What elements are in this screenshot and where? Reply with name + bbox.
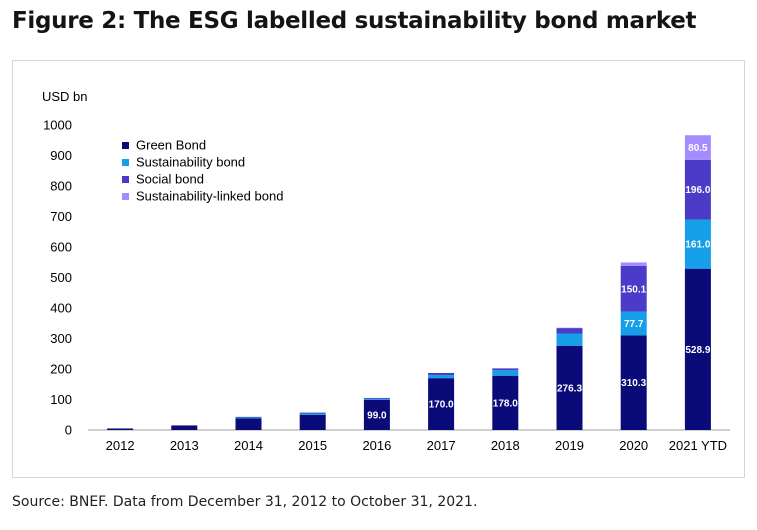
bar-segment — [620, 335, 647, 430]
bar-segment — [620, 262, 647, 266]
y-tick-label: 200 — [50, 362, 72, 377]
data-label: 80.5 — [688, 143, 708, 154]
chart-frame — [12, 60, 745, 478]
data-label: 161.0 — [685, 240, 710, 251]
bar-segment — [428, 375, 455, 379]
legend-swatch — [122, 193, 129, 200]
x-tick-label: 2015 — [298, 438, 327, 453]
x-tick-label: 2017 — [427, 438, 456, 453]
legend-label: Green Bond — [136, 138, 206, 153]
legend-label: Social bond — [136, 172, 204, 187]
bar-segment — [556, 345, 583, 430]
bar-segment — [684, 159, 711, 220]
data-label: 11.3 — [624, 251, 643, 262]
bar-segment — [299, 412, 326, 414]
x-tick-label: 2014 — [234, 438, 263, 453]
bar-segment — [299, 413, 326, 415]
data-label: 99.0 — [367, 410, 387, 421]
bar-segment — [235, 416, 262, 418]
x-tick-label: 2020 — [619, 438, 648, 453]
bar-segment — [492, 368, 519, 371]
y-tick-label: 0 — [65, 423, 72, 438]
bar-segment — [363, 398, 390, 400]
bond-market-chart: USD bn 0 100 200 300 400 500 600 700 800 900 1000 20… — [42, 89, 730, 453]
bar-segment — [684, 268, 711, 430]
bar-segment — [684, 219, 711, 269]
source-note: Source: BNEF. Data from December 31, 201… — [12, 494, 478, 510]
bar-segment — [363, 397, 390, 399]
bar-segment — [684, 135, 711, 160]
y-tick-label: 300 — [50, 331, 72, 346]
bar-segment — [492, 370, 519, 376]
data-label: 276.3 — [557, 383, 582, 394]
data-label: 528.9 — [685, 345, 710, 356]
bar-segment — [107, 428, 134, 430]
y-tick-label: 400 — [50, 301, 72, 316]
data-label: 196.0 — [685, 185, 710, 196]
y-tick-label: 900 — [50, 148, 72, 163]
x-tick-label: 2012 — [106, 438, 135, 453]
bar-segment — [235, 418, 262, 430]
y-tick-label: 100 — [50, 392, 72, 407]
x-tick-label: 2016 — [362, 438, 391, 453]
bar-segment — [171, 425, 198, 430]
bar-segment — [556, 333, 583, 346]
x-tick-label: 2019 — [555, 438, 584, 453]
data-label: 178.0 — [493, 398, 518, 409]
bar-segment — [299, 414, 326, 430]
data-label: 310.3 — [621, 378, 646, 389]
bar-segment — [363, 399, 390, 430]
legend-swatch — [122, 142, 129, 149]
page-title: Figure 2: The ESG labelled sustainabilit… — [12, 8, 697, 34]
data-label: 170.0 — [429, 400, 454, 411]
y-tick-label: 1000 — [43, 118, 72, 133]
legend-swatch — [122, 176, 129, 183]
data-label: 77.7 — [624, 319, 644, 330]
bar-segment — [556, 328, 583, 334]
bar-segment — [428, 372, 455, 376]
bar-segment — [235, 417, 262, 419]
legend-label: Sustainability bond — [136, 155, 245, 170]
bar-segment — [556, 327, 583, 329]
x-tick-label: 2021 YTD — [669, 438, 727, 453]
data-label: 150.1 — [621, 284, 646, 295]
legend-swatch — [122, 159, 129, 166]
bar-segment — [428, 378, 455, 430]
x-tick-label: 2013 — [170, 438, 199, 453]
y-tick-label: 700 — [50, 209, 72, 224]
legend-label: Sustainability-linked bond — [136, 189, 283, 204]
x-tick-label: 2018 — [491, 438, 520, 453]
bar-segment — [620, 311, 647, 336]
y-tick-label: 500 — [50, 270, 72, 285]
y-axis-label: USD bn — [42, 89, 88, 104]
bar-segment — [620, 265, 647, 312]
y-tick-label: 800 — [50, 179, 72, 194]
bar-segment — [492, 375, 519, 430]
y-tick-label: 600 — [50, 240, 72, 255]
